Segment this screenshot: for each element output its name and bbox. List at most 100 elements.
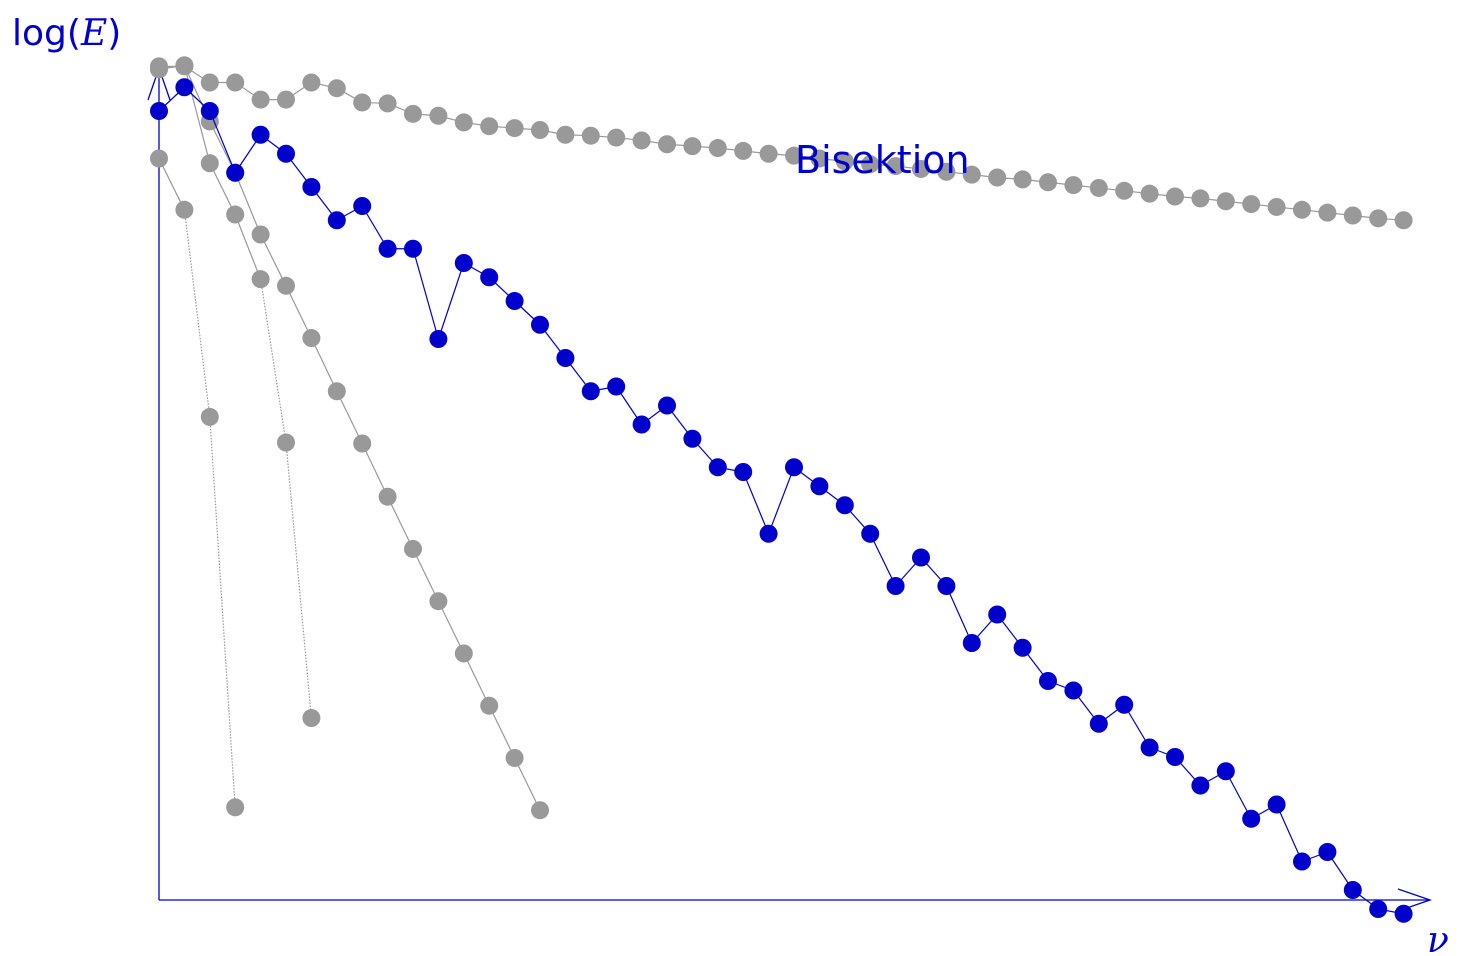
data-point: [353, 197, 372, 215]
data-point: [1293, 852, 1311, 871]
series-line-segment: [1276, 804, 1303, 862]
data-point: [1369, 209, 1388, 228]
data-point: [302, 73, 321, 92]
data-point: [404, 539, 422, 558]
series-line-segment: [412, 548, 439, 602]
data-point: [200, 154, 219, 173]
data-point: [1115, 695, 1134, 714]
data-point: [1318, 203, 1337, 222]
data-point: [1394, 211, 1413, 230]
data-point: [912, 548, 930, 567]
series-line-segment: [463, 653, 490, 706]
data-point: [277, 276, 295, 295]
series-line-segment: [945, 585, 973, 644]
data-point: [251, 270, 270, 289]
data-point: [658, 396, 676, 415]
data-point: [1343, 206, 1362, 225]
data-point: [454, 113, 473, 132]
data-point: [1191, 776, 1210, 795]
series-line-segment: [260, 234, 287, 287]
data-point: [861, 155, 880, 174]
data-point: [353, 434, 372, 453]
data-point: [226, 205, 245, 224]
y-axis-label-suffix: ): [107, 13, 121, 54]
data-point: [810, 149, 829, 168]
series-line-segment: [768, 467, 795, 534]
data-point: [556, 349, 575, 367]
data-point: [150, 102, 168, 120]
data-point: [1242, 195, 1261, 214]
data-point: [327, 382, 346, 401]
data-point: [251, 225, 270, 244]
data-point: [251, 90, 270, 109]
data-point: [1267, 197, 1286, 216]
data-point: [1369, 900, 1388, 918]
series-line-segment: [260, 279, 287, 443]
data-point: [531, 801, 549, 820]
data-point: [1166, 187, 1184, 206]
series-line-segment: [234, 172, 262, 235]
data-point: [505, 292, 524, 310]
series-line-segment: [412, 248, 439, 340]
bisektion-series-4: [150, 78, 1413, 923]
data-point: [658, 135, 676, 154]
data-point: [1140, 184, 1159, 203]
data-point: [785, 146, 803, 165]
data-point: [454, 254, 473, 272]
axes: [147, 66, 1432, 912]
data-point: [1013, 170, 1032, 189]
series-layer: [150, 56, 1413, 923]
data-point: [226, 798, 245, 817]
data-point: [200, 102, 219, 120]
data-point: [835, 152, 854, 171]
data-point: [988, 605, 1007, 624]
data-point: [480, 268, 499, 287]
data-point: [556, 125, 575, 144]
series-line-segment: [361, 443, 389, 497]
data-point: [683, 429, 702, 448]
data-point: [1013, 638, 1032, 657]
data-point: [886, 157, 905, 176]
data-point: [1039, 173, 1057, 192]
data-point: [1140, 738, 1159, 757]
series-line-segment: [336, 390, 363, 444]
data-point: [785, 458, 803, 477]
data-point: [607, 128, 626, 147]
data-point: [404, 239, 422, 258]
data-point: [1343, 881, 1362, 899]
data-point: [1394, 904, 1413, 923]
data-point: [708, 458, 727, 477]
data-point: [429, 330, 448, 348]
data-point: [353, 93, 372, 112]
data-point: [226, 163, 245, 182]
data-point: [734, 141, 753, 160]
series-line-segment: [869, 533, 897, 587]
data-point: [1115, 181, 1134, 200]
data-point: [1089, 714, 1108, 733]
data-point: [302, 329, 321, 348]
data-point: [1064, 681, 1083, 700]
y-axis-label: log(E): [12, 13, 121, 54]
data-point: [378, 94, 397, 113]
series-line-segment: [209, 416, 236, 808]
series-line-segment: [209, 121, 236, 174]
data-point: [1293, 200, 1311, 219]
data-point: [1191, 189, 1210, 208]
data-point: [708, 139, 727, 158]
data-point: [378, 239, 397, 258]
series-line-segment: [209, 162, 236, 215]
data-point: [581, 126, 600, 145]
y-axis-label-variable: E: [80, 13, 107, 54]
data-point: [150, 57, 168, 76]
data-point: [505, 119, 524, 138]
data-point: [480, 117, 499, 136]
data-point: [429, 106, 448, 125]
data-point: [1242, 809, 1261, 828]
data-point: [327, 211, 346, 230]
series-line-segment: [310, 337, 338, 392]
data-point: [759, 144, 778, 163]
data-point: [1267, 795, 1286, 814]
data-point: [200, 407, 219, 426]
data-point: [632, 131, 651, 150]
